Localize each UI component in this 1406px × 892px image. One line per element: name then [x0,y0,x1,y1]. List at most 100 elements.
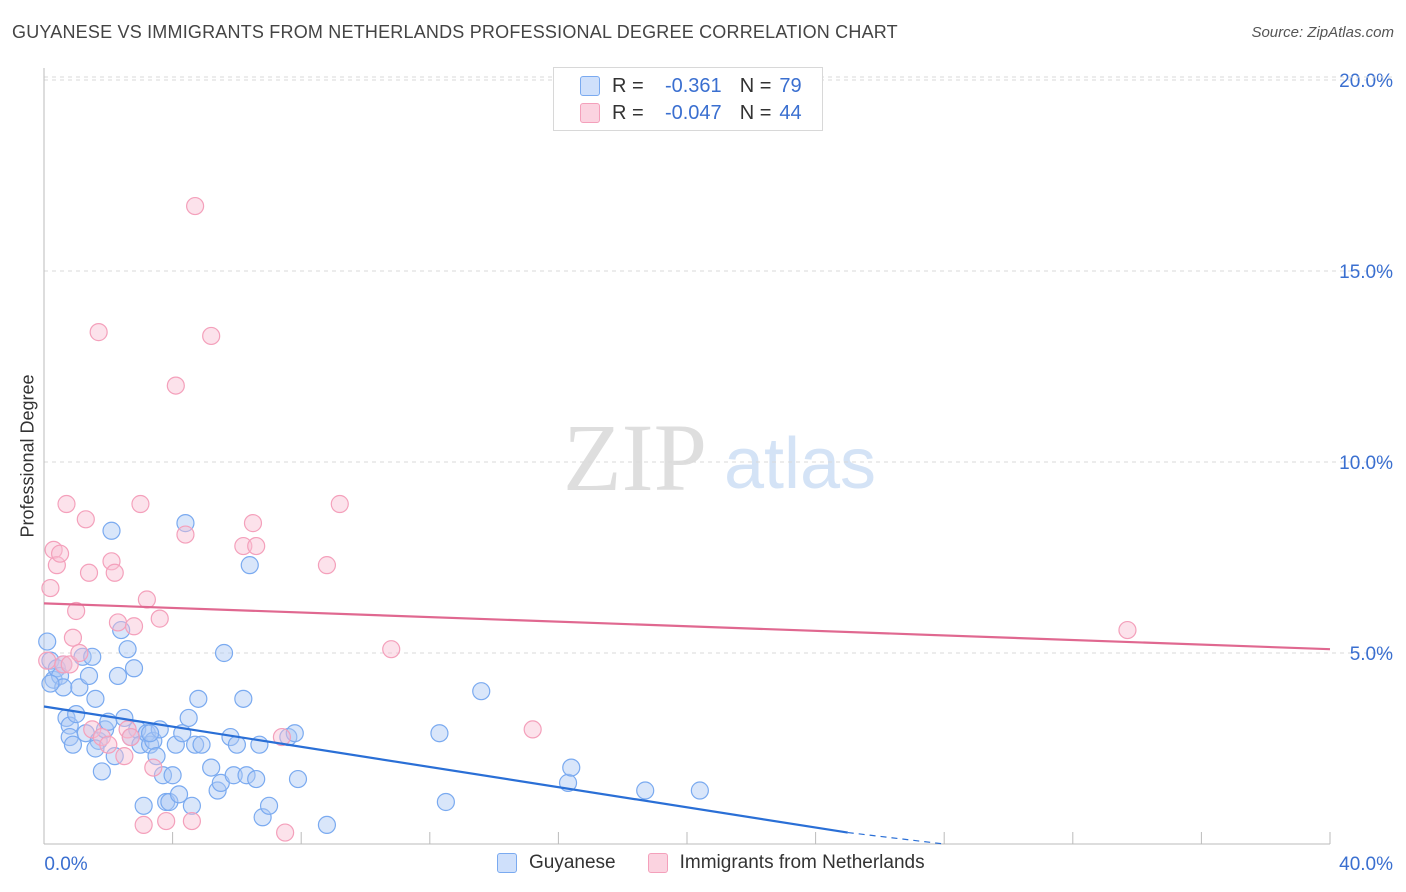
data-point-guyanese [140,724,160,743]
data-point-guyanese [92,762,111,781]
data-point-netherlands [83,720,102,739]
data-point-netherlands [1118,620,1137,640]
data-point-guyanese [182,796,201,815]
data-point-netherlands [76,510,95,529]
data-point-netherlands [176,525,195,544]
data-point-netherlands [41,578,60,598]
data-point-netherlands [243,514,263,533]
data-point-guyanese [234,689,253,708]
legend-n-value: 79 [779,74,802,97]
data-point-netherlands [202,326,221,346]
data-point-guyanese [202,758,221,777]
data-point-guyanese [134,796,153,815]
data-point-netherlands [50,544,70,563]
data-point-guyanese [562,758,581,777]
data-point-netherlands [102,552,121,571]
data-point-guyanese [237,766,256,785]
data-point-netherlands [89,323,108,342]
data-point-guyanese [253,808,272,827]
data-point-netherlands [186,196,205,216]
data-point-guyanese [436,792,455,812]
trend-line-guyanese [43,705,848,834]
y-tick-label: 20.0% [1339,71,1393,92]
data-point-netherlands [115,747,134,766]
data-point-guyanese [317,815,337,835]
chart-title: GUYANESE VS IMMIGRANTS FROM NETHERLANDS … [12,22,898,42]
data-point-netherlands [166,376,185,395]
data-point-guyanese [179,708,198,728]
data-point-netherlands [99,735,118,754]
x-tick-label: 0.0% [44,854,87,875]
data-point-guyanese [86,689,105,708]
legend-row-guyanese: R = -0.361 N = 79 [580,73,802,99]
data-point-guyanese [166,735,185,754]
data-point-guyanese [118,640,137,659]
bottom-legend-label-netherlands: Immigrants from Netherlands [679,852,925,873]
legend-n-label: N = [739,101,772,124]
data-point-netherlands [70,643,89,663]
trend-line-netherlands [43,602,1331,651]
data-point-netherlands [272,727,292,747]
data-point-guyanese [430,724,449,743]
data-point-netherlands [121,727,140,747]
data-point-netherlands [54,655,73,674]
data-point-netherlands [182,811,201,831]
data-point-netherlands [92,727,111,747]
data-point-guyanese [192,735,211,754]
legend-swatch-netherlands [580,103,600,123]
data-point-netherlands [150,609,169,628]
legend-r-value: -0.361 [664,74,722,97]
legend-row-netherlands: R = -0.047 N = 44 [580,100,802,126]
bottom-legend-label-guyanese: Guyanese [529,852,616,873]
data-point-netherlands [67,601,86,621]
data-point-netherlands [57,494,76,514]
trend-line-extension [847,831,945,845]
watermark-zip: ZIP [563,404,707,511]
data-point-netherlands [234,536,253,556]
data-point-netherlands [38,651,57,670]
legend-swatch-guyanese [580,76,600,96]
y-tick-label: 5.0% [1350,644,1393,665]
data-point-guyanese [102,521,121,540]
data-point-guyanese [259,796,279,815]
data-point-guyanese [38,632,57,651]
bottom-legend-swatch-guyanese [497,853,517,873]
data-point-netherlands [276,823,295,842]
legend-r-label: R = [612,74,644,97]
data-point-guyanese [247,769,266,789]
data-point-netherlands [317,556,337,575]
data-point-netherlands [523,720,542,739]
watermark-atlas: atlas [724,424,876,504]
data-point-netherlands [105,563,124,582]
data-point-guyanese [214,643,234,663]
data-point-netherlands [131,494,150,514]
data-point-guyanese [169,785,189,804]
data-point-netherlands [382,640,401,659]
legend-n-value: 44 [779,101,802,124]
data-point-guyanese [41,674,60,693]
bottom-legend-swatch-netherlands [647,853,668,873]
data-point-guyanese [163,766,182,785]
data-point-guyanese [189,689,208,708]
data-point-guyanese [105,747,124,766]
data-point-guyanese [636,781,655,800]
data-point-guyanese [79,666,99,686]
data-point-guyanese [63,735,83,754]
data-point-guyanese [472,682,491,701]
data-point-netherlands [144,758,163,777]
legend-r-label: R = [612,101,644,124]
data-point-guyanese [160,792,179,812]
x-tick-label: 40.0% [1339,854,1393,875]
legend-r-value: -0.047 [664,101,722,124]
stats-legend: R = -0.361 N = 79 R = -0.047 N = 44 [553,67,823,131]
data-point-guyanese [67,705,86,724]
bottom-legend: Guyanese Immigrants from Netherlands [497,852,925,874]
data-point-netherlands [63,628,83,647]
data-point-guyanese [288,769,308,789]
data-point-netherlands [247,536,266,556]
legend-n-label: N = [739,74,772,97]
data-point-guyanese [153,766,173,785]
source-label: Source: ZipAtlas.com [1251,24,1394,41]
data-point-netherlands [124,617,144,636]
